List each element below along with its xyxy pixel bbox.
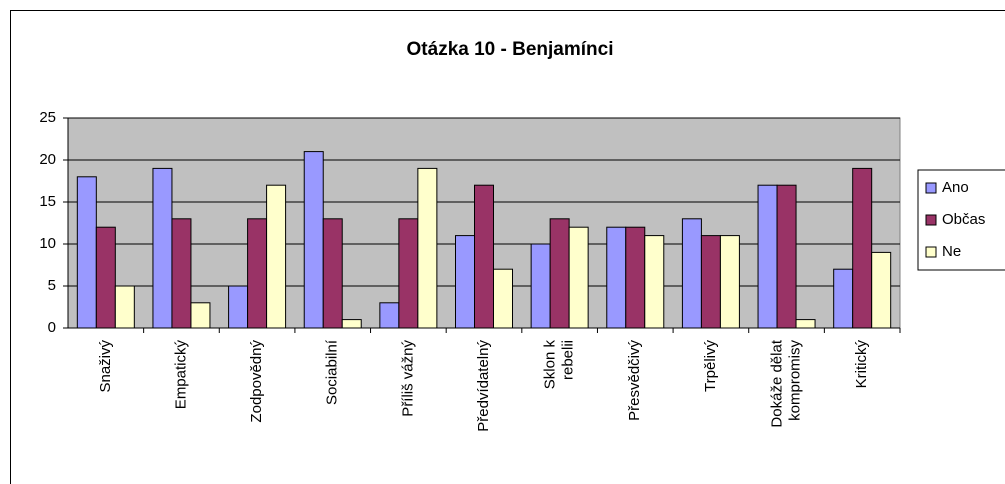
bar — [549, 218, 570, 329]
y-tick-label: 25 — [39, 109, 56, 126]
legend-swatch — [925, 214, 937, 226]
x-tick-label: Sklon k rebelii — [542, 340, 577, 390]
bar — [322, 218, 343, 329]
y-tick-label: 15 — [39, 193, 56, 210]
x-tick-label: Přesvědčivý — [626, 340, 643, 421]
legend-label: Občas — [942, 211, 985, 228]
y-tick-label: 0 — [48, 319, 56, 336]
bar — [681, 218, 702, 329]
x-tick-label: Zodpovědný — [248, 340, 265, 423]
legend-swatch — [925, 182, 937, 194]
bar — [247, 218, 268, 329]
legend-label: Ano — [942, 179, 969, 196]
bar — [871, 251, 892, 329]
bar — [379, 302, 400, 329]
x-tick-label: Předvídatelný — [475, 340, 492, 432]
bar — [190, 302, 211, 329]
bar — [493, 268, 513, 329]
bar — [568, 226, 589, 329]
bar — [606, 226, 627, 329]
y-tick-label: 5 — [48, 277, 56, 294]
bar — [341, 319, 362, 329]
bar — [852, 167, 873, 329]
y-tick-label: 10 — [39, 235, 56, 252]
bar — [303, 151, 324, 329]
bar — [95, 226, 116, 329]
bar — [776, 184, 797, 329]
bar — [757, 184, 778, 329]
bar — [530, 243, 551, 329]
bar — [833, 268, 854, 329]
x-tick-label: Příliš vážný — [399, 340, 416, 417]
bar — [625, 226, 646, 329]
bar — [76, 176, 97, 329]
bar — [474, 184, 494, 329]
bar — [398, 218, 419, 329]
bar — [266, 184, 287, 329]
x-tick-label: Dokáže dělat kompromisy — [769, 339, 804, 427]
legend-label: Ne — [942, 243, 961, 260]
chart-title: Otázka 10 - Benjamínci — [407, 39, 614, 60]
x-tick-label: Kritický — [853, 340, 870, 389]
x-tick-label: Empatický — [172, 340, 189, 410]
bar — [455, 235, 475, 329]
bar — [719, 235, 740, 329]
x-tick-label: Snaživý — [97, 340, 114, 393]
bar — [171, 218, 192, 329]
bar — [644, 235, 665, 329]
bar — [417, 167, 438, 329]
y-tick-label: 20 — [39, 151, 56, 168]
bar — [228, 285, 249, 329]
legend-swatch — [925, 246, 937, 258]
bar — [114, 285, 135, 329]
bar — [152, 167, 173, 329]
x-tick-label: Trpělivý — [702, 340, 719, 392]
x-tick-label: Sociabilní — [324, 339, 341, 405]
bar — [795, 319, 816, 329]
bar — [700, 235, 721, 329]
